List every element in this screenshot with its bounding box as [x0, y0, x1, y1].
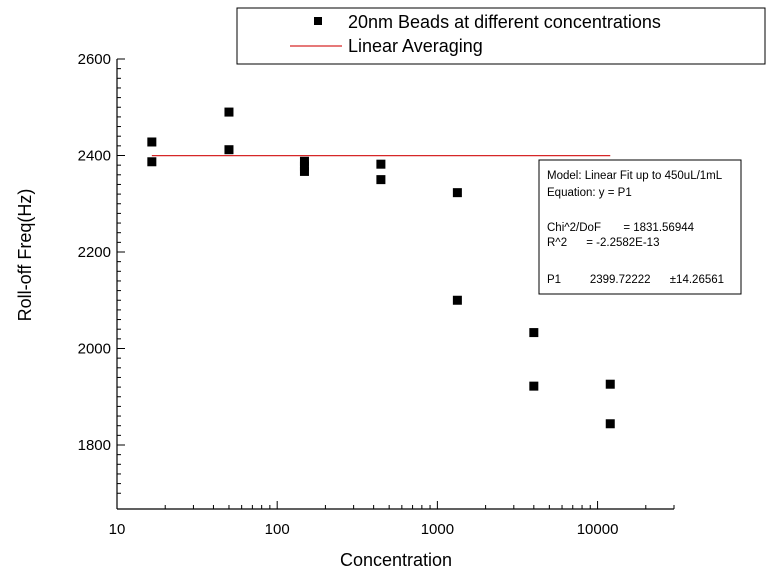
data-point	[452, 295, 462, 305]
legend-label-averaging: Linear Averaging	[348, 36, 483, 56]
data-point	[529, 381, 539, 391]
fit-r2-text: R^2 = -2.2582E-13	[547, 237, 659, 249]
fit-chi2-text: Chi^2/DoF = 1831.56944	[547, 222, 695, 234]
data-point	[376, 175, 386, 185]
data-point	[224, 107, 234, 117]
data-point	[299, 156, 309, 166]
data-point	[224, 145, 234, 155]
y-tick-label: 1800	[78, 437, 111, 454]
points-layer	[147, 107, 615, 429]
data-point	[299, 161, 309, 171]
x-axis-title: Concentration	[340, 550, 452, 570]
x-tick-label: 100	[265, 521, 290, 538]
y-axis-title: Roll-off Freq(Hz)	[15, 189, 35, 322]
y-tick-label: 2400	[78, 148, 111, 165]
fit-equation-text: Equation: y = P1	[547, 187, 632, 199]
x-tick-label: 10	[109, 521, 126, 538]
axes: 1800 2000 2200 2400 2600 10 100 1000 10000	[78, 51, 675, 538]
data-point	[147, 137, 157, 147]
legend-label-beads: 20nm Beads at different concentrations	[348, 12, 661, 32]
data-point	[147, 157, 157, 167]
fit-stats-box: Model: Linear Fit up to 450uL/1mL Equati…	[538, 159, 742, 295]
y-tick-label: 2000	[78, 341, 111, 358]
x-tick-label: 10000	[577, 521, 619, 538]
data-point	[529, 328, 539, 338]
y-tick-label: 2200	[78, 244, 111, 261]
data-point	[605, 379, 615, 389]
legend: 20nm Beads at different concentrations L…	[236, 7, 766, 65]
y-tick-label: 2600	[78, 51, 111, 68]
x-tick-label: 1000	[421, 521, 454, 538]
fit-model-text: Model: Linear Fit up to 450uL/1mL	[547, 170, 723, 182]
data-point	[376, 159, 386, 169]
legend-marker-square	[314, 17, 322, 25]
fit-p1-text: P1 2399.72222 ±14.26561	[547, 274, 724, 286]
legend-box	[236, 7, 766, 65]
data-point	[299, 166, 309, 176]
data-point	[452, 188, 462, 198]
fit-stats-border	[538, 159, 742, 295]
data-point	[605, 419, 615, 429]
